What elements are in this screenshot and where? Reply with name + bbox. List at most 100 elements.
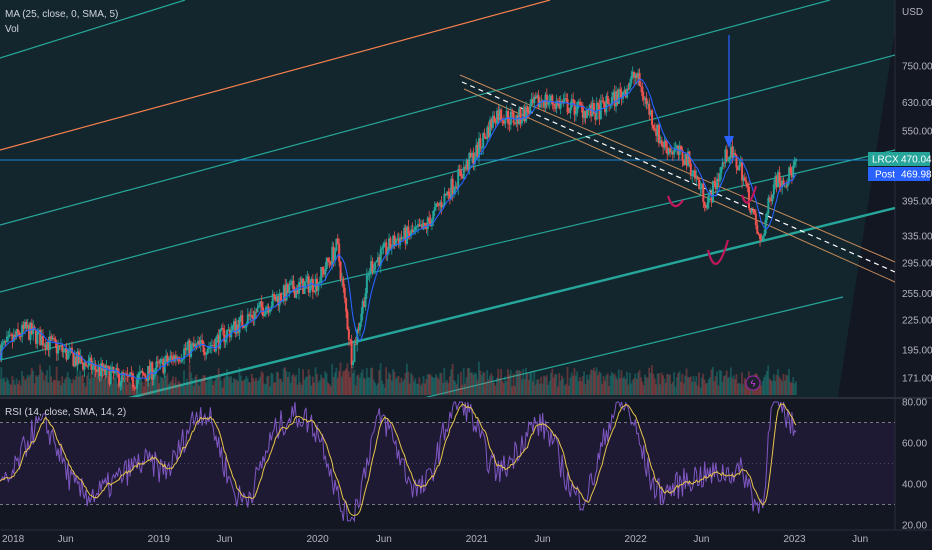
volume-bar — [466, 367, 469, 395]
candle-body — [340, 278, 343, 280]
candle-body — [788, 167, 791, 183]
volume-bar — [651, 365, 653, 395]
candle-body — [349, 339, 352, 341]
candle-body — [26, 325, 29, 329]
candle-body — [47, 341, 50, 350]
candle-body — [137, 374, 140, 380]
candle-body — [61, 345, 64, 353]
candle-body — [727, 159, 730, 162]
volume-bar — [70, 383, 73, 395]
candle-body — [543, 101, 546, 108]
time-tick-label: Jun — [216, 534, 232, 545]
volume-bar — [196, 383, 199, 395]
volume-bar — [621, 378, 624, 395]
candle-body — [439, 202, 442, 206]
channel-line[interactable] — [0, 54, 895, 293]
candle-body — [40, 336, 43, 346]
symbol-price-badge[interactable]: LRCX 470.04 — [868, 152, 932, 166]
volume-bar — [268, 386, 271, 395]
descending-channel-mid[interactable] — [461, 81, 895, 273]
candle-body — [145, 377, 148, 381]
candle-body — [688, 151, 691, 164]
volume-bar — [544, 376, 547, 395]
volume-bar — [561, 375, 563, 395]
volume-bar — [579, 377, 581, 395]
time-tick-label: Jun — [376, 534, 392, 545]
time-axis[interactable]: 2018 Jun 2019 Jun 2020 Jun 2021 Jun 2022 Jun 2023 J… — [2, 534, 868, 545]
candle-body — [51, 337, 54, 340]
volume-bar — [774, 380, 777, 395]
candle-body — [462, 167, 465, 179]
channel-line[interactable] — [0, 0, 551, 151]
candle-body — [370, 261, 373, 274]
volume-bar — [713, 381, 716, 395]
candle-body — [444, 193, 447, 196]
volume-bar — [266, 376, 268, 395]
lightning-icon[interactable] — [745, 375, 761, 391]
volume-bar — [25, 378, 28, 395]
candle-body — [471, 152, 474, 158]
volume-bar — [259, 376, 262, 395]
candle-body — [493, 115, 496, 123]
candle-body — [555, 100, 558, 109]
candle-body — [105, 365, 108, 375]
candle-body — [256, 307, 259, 313]
candle-body — [592, 102, 595, 115]
volume-bar — [468, 368, 471, 395]
volume-bar — [129, 382, 131, 395]
candle-body — [545, 94, 548, 105]
volume-bar — [717, 385, 720, 395]
candle-body — [82, 362, 85, 370]
volume-bar — [543, 375, 545, 395]
volume-bar — [724, 375, 727, 395]
candle-body — [223, 329, 226, 343]
price-axis[interactable]: 750.00 630.00 550.00 395.00 335.00 295.00 255.… — [902, 61, 932, 384]
volume-bar — [692, 375, 695, 395]
candle-body — [479, 138, 482, 148]
red-curve-1[interactable] — [666, 195, 684, 208]
down-arrow-head[interactable] — [724, 136, 734, 148]
candle-body — [453, 188, 456, 194]
candle-body — [194, 343, 197, 347]
volume-bar — [478, 361, 480, 395]
rsi-axis[interactable]: 80.00 60.00 40.00 20.00 — [902, 398, 927, 532]
channel-line[interactable] — [0, 206, 895, 430]
candle-body — [588, 104, 591, 111]
volume-bar — [144, 378, 147, 395]
candle-body — [212, 344, 215, 346]
volume-bar — [123, 380, 126, 395]
descending-channel-lower[interactable] — [463, 88, 895, 283]
candle-body — [310, 279, 313, 284]
time-tick-label: Jun — [693, 534, 709, 545]
channel-line[interactable] — [0, 0, 186, 59]
candle-body — [792, 165, 795, 178]
candle-body — [156, 361, 159, 363]
channel-line[interactable] — [0, 296, 844, 500]
volume-bar — [201, 378, 203, 395]
candle-body — [400, 237, 403, 239]
descending-channel-upper[interactable] — [459, 74, 895, 263]
candle-body — [529, 104, 532, 114]
candle-body — [410, 229, 413, 237]
candle-body — [483, 133, 486, 137]
red-curve-3[interactable] — [740, 185, 758, 204]
candle-body — [507, 111, 510, 124]
red-curve-2[interactable] — [706, 239, 730, 265]
volume-bar — [230, 376, 232, 395]
volume-bar — [710, 369, 713, 395]
volume-bar — [565, 383, 568, 395]
candle-body — [111, 366, 114, 372]
volume-bar — [623, 376, 626, 395]
volume-bar — [666, 373, 669, 395]
volume-bar — [46, 370, 48, 395]
candle-body — [320, 267, 323, 282]
volume-bar — [572, 375, 574, 395]
volume-bar — [494, 385, 497, 395]
candle-body — [44, 344, 47, 350]
post-price-badge[interactable]: Post 469.98 — [868, 167, 932, 181]
channel-line[interactable] — [0, 0, 831, 226]
candle-body — [482, 133, 485, 148]
volume-bar — [407, 371, 410, 395]
volume-bar — [40, 369, 43, 395]
